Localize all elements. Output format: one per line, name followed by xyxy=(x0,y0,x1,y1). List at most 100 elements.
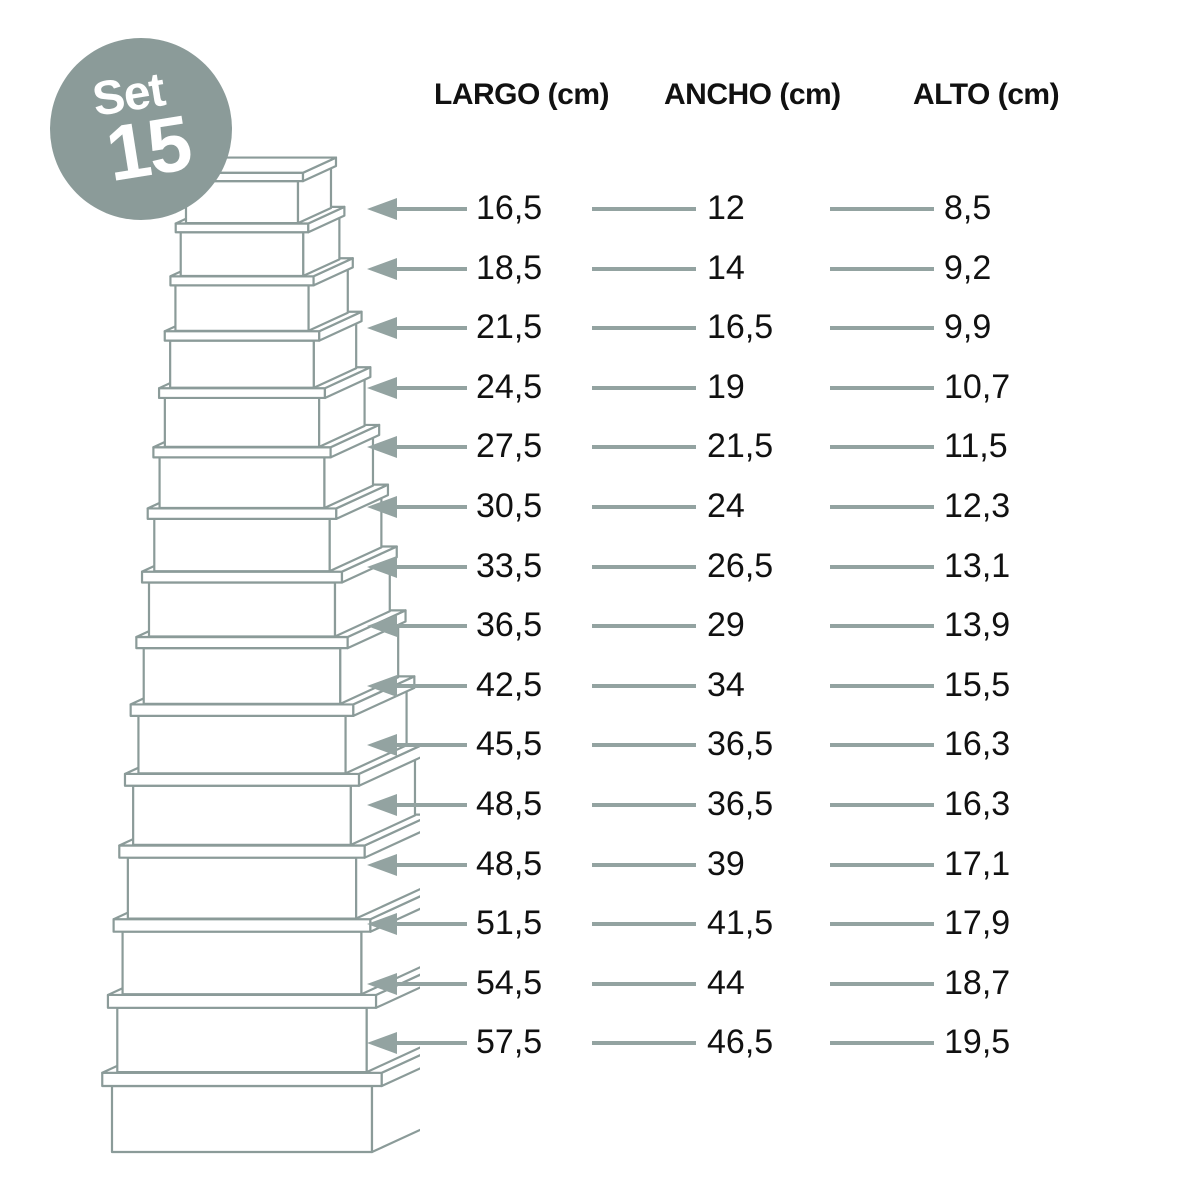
leader-line xyxy=(830,683,934,688)
cell-ancho: 24 xyxy=(707,487,745,525)
cell-alto: 13,9 xyxy=(944,606,1011,645)
cell-ancho: 26,5 xyxy=(707,546,774,585)
leader-line xyxy=(592,326,696,331)
column-header-largo: LARGO (cm) xyxy=(434,78,610,111)
table-row: 45,5 36,5 16,3 xyxy=(0,722,1200,766)
leader-line xyxy=(592,385,696,390)
leader-line xyxy=(592,445,696,450)
arrow-left-icon xyxy=(367,734,397,757)
table-row: 30,5 24 12,3 xyxy=(0,484,1200,528)
cell-ancho: 36,5 xyxy=(707,785,774,823)
table-row: 51,5 41,5 17,9 xyxy=(0,901,1200,945)
leader-line xyxy=(830,1041,934,1046)
cell-ancho: 44 xyxy=(707,963,745,1002)
leader-line xyxy=(592,922,696,927)
table-row: 33,5 26,5 13,1 xyxy=(0,544,1200,588)
leader-line xyxy=(395,1041,467,1046)
arrow-left-icon xyxy=(367,376,397,399)
leader-line xyxy=(395,803,467,807)
column-header-ancho: ANCHO (cm) xyxy=(664,78,841,111)
table-row: 27,5 21,5 11,5 xyxy=(0,424,1200,468)
arrow-left-icon xyxy=(367,674,397,697)
cell-alto: 16,3 xyxy=(944,785,1011,823)
leader-line xyxy=(592,862,696,867)
cell-largo: 30,5 xyxy=(476,487,543,525)
cell-largo: 51,5 xyxy=(476,904,543,943)
arrow-left-icon xyxy=(367,198,397,220)
leader-line xyxy=(830,922,934,927)
leader-line xyxy=(592,981,696,986)
leader-line xyxy=(395,445,467,450)
cell-largo: 42,5 xyxy=(476,665,543,704)
cell-ancho: 29 xyxy=(707,606,745,645)
leader-line xyxy=(830,445,934,450)
cell-ancho: 34 xyxy=(707,665,745,704)
cell-ancho: 46,5 xyxy=(707,1023,774,1062)
leader-line xyxy=(592,683,696,688)
cell-largo: 54,5 xyxy=(476,963,543,1002)
cell-ancho: 21,5 xyxy=(707,427,774,466)
leader-line xyxy=(395,326,467,331)
cell-alto: 18,7 xyxy=(944,963,1011,1002)
arrow-left-icon xyxy=(367,257,397,280)
cell-alto: 9,9 xyxy=(944,308,992,347)
leader-line xyxy=(592,624,696,629)
leader-line xyxy=(592,803,696,807)
leader-line xyxy=(830,803,934,807)
leader-line xyxy=(395,981,467,986)
cell-largo: 45,5 xyxy=(476,725,543,764)
leader-line xyxy=(395,922,467,927)
leader-line xyxy=(395,624,467,629)
set-badge: Set 15 xyxy=(50,38,232,220)
leader-line xyxy=(592,505,696,509)
leader-line xyxy=(830,207,934,211)
table-row: 21,5 16,5 9,9 xyxy=(0,305,1200,349)
leader-line xyxy=(830,981,934,986)
table-row: 48,5 36,5 16,3 xyxy=(0,782,1200,826)
arrow-left-icon xyxy=(367,972,397,995)
cell-alto: 11,5 xyxy=(944,427,1008,466)
arrow-left-icon xyxy=(367,1032,397,1055)
cell-largo: 27,5 xyxy=(476,427,543,466)
cell-ancho: 19 xyxy=(707,367,745,406)
cell-largo: 16,5 xyxy=(476,189,543,227)
cell-alto: 19,5 xyxy=(944,1023,1011,1062)
leader-line xyxy=(830,505,934,509)
arrow-left-icon xyxy=(367,496,397,518)
table-row: 16,5 12 8,5 xyxy=(0,186,1200,230)
leader-line xyxy=(592,207,696,211)
arrow-left-icon xyxy=(367,794,397,816)
cell-alto: 16,3 xyxy=(944,725,1011,764)
cell-largo: 33,5 xyxy=(476,546,543,585)
table-row: 54,5 44 18,7 xyxy=(0,961,1200,1005)
leader-line xyxy=(395,564,467,569)
cell-largo: 24,5 xyxy=(476,367,543,406)
arrow-left-icon xyxy=(367,555,397,578)
table-row: 24,5 19 10,7 xyxy=(0,365,1200,409)
arrow-left-icon xyxy=(367,615,397,638)
leader-line xyxy=(395,862,467,867)
cell-alto: 17,9 xyxy=(944,904,1011,943)
leader-line xyxy=(830,624,934,629)
set-badge-count: 15 xyxy=(100,98,196,199)
cell-ancho: 39 xyxy=(707,844,745,883)
leader-line xyxy=(830,862,934,867)
cell-ancho: 12 xyxy=(707,189,745,227)
arrow-left-icon xyxy=(367,317,397,340)
cell-alto: 8,5 xyxy=(944,189,992,227)
table-row: 42,5 34 15,5 xyxy=(0,663,1200,707)
table-row: 57,5 46,5 19,5 xyxy=(0,1020,1200,1064)
leader-line xyxy=(592,266,696,271)
arrow-left-icon xyxy=(367,436,397,459)
set-badge-text: Set 15 xyxy=(37,25,245,233)
leader-line xyxy=(592,743,696,748)
leader-line xyxy=(830,326,934,331)
cell-ancho: 36,5 xyxy=(707,725,774,764)
leader-line xyxy=(830,266,934,271)
column-headers: LARGO (cm) ANCHO (cm) ALTO (cm) xyxy=(0,78,1200,122)
leader-line xyxy=(592,1041,696,1046)
column-header-alto: ALTO (cm) xyxy=(913,78,1060,111)
leader-line xyxy=(395,505,467,509)
